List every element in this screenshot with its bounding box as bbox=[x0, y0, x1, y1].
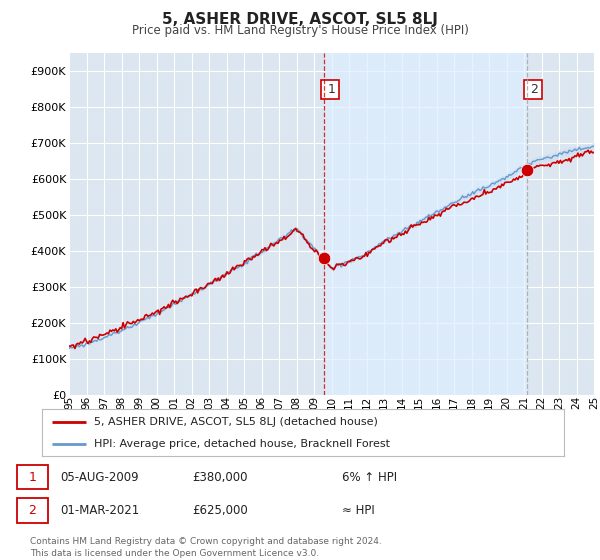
Text: Contains HM Land Registry data © Crown copyright and database right 2024.
This d: Contains HM Land Registry data © Crown c… bbox=[30, 537, 382, 558]
Text: 5, ASHER DRIVE, ASCOT, SL5 8LJ: 5, ASHER DRIVE, ASCOT, SL5 8LJ bbox=[162, 12, 438, 27]
Text: 5, ASHER DRIVE, ASCOT, SL5 8LJ (detached house): 5, ASHER DRIVE, ASCOT, SL5 8LJ (detached… bbox=[94, 417, 378, 427]
Text: 05-AUG-2009: 05-AUG-2009 bbox=[60, 470, 139, 484]
Text: 6% ↑ HPI: 6% ↑ HPI bbox=[342, 470, 397, 484]
Text: 1: 1 bbox=[324, 83, 336, 96]
Text: £625,000: £625,000 bbox=[192, 504, 248, 517]
Text: 2: 2 bbox=[527, 83, 539, 96]
Text: 01-MAR-2021: 01-MAR-2021 bbox=[60, 504, 139, 517]
Bar bbox=[324, 53, 527, 395]
Text: HPI: Average price, detached house, Bracknell Forest: HPI: Average price, detached house, Brac… bbox=[94, 438, 390, 449]
Text: 2: 2 bbox=[28, 504, 37, 517]
Text: ≈ HPI: ≈ HPI bbox=[342, 504, 375, 517]
Text: 1: 1 bbox=[28, 470, 37, 484]
Text: £380,000: £380,000 bbox=[192, 470, 248, 484]
Text: Price paid vs. HM Land Registry's House Price Index (HPI): Price paid vs. HM Land Registry's House … bbox=[131, 24, 469, 37]
